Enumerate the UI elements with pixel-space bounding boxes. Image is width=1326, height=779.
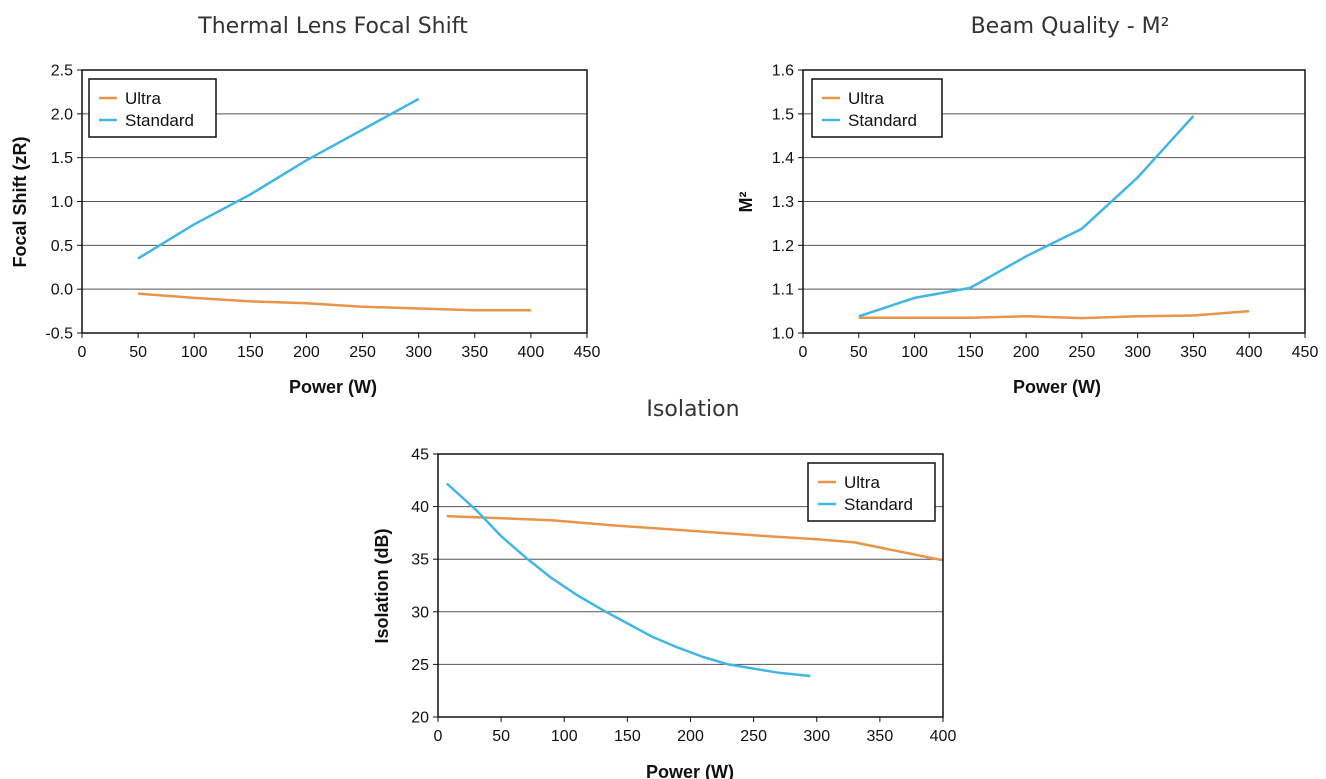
y-axis-label: Isolation (dB) — [372, 529, 392, 644]
x-tick-label: 350 — [1180, 344, 1207, 361]
x-tick-label: 150 — [237, 344, 264, 361]
plot-frame — [81, 69, 588, 334]
x-tick-label: 450 — [1292, 344, 1319, 361]
series-line-standard — [137, 97, 420, 260]
y-axis-label: Focal Shift (zR) — [10, 137, 30, 268]
x-tick-label: 300 — [1124, 344, 1151, 361]
x-tick-label: 400 — [518, 344, 545, 361]
chart-3: Isolation 20 25 30 35 40 45 0 50 100 150 200 250 300 3… — [372, 397, 956, 779]
plot-frame — [802, 69, 1306, 334]
x-tick-label: 150 — [614, 728, 641, 745]
chart-2: Beam Quality - M² 1.0 1.1 1.2 1.3 1.4 1.5 1.6 0 5… — [736, 14, 1318, 397]
legend: Ultra Standard — [88, 78, 217, 138]
x-tick-label: 0 — [434, 728, 443, 745]
y-tick-label: -0.5 — [45, 326, 73, 343]
series-line-ultra — [446, 514, 944, 562]
x-tick-label: 150 — [957, 344, 984, 361]
y-tick-label: 2.0 — [51, 106, 73, 123]
y-tick-label: 1.5 — [772, 106, 794, 123]
y-tick-label: 1.5 — [51, 150, 73, 167]
chart-title: Beam Quality - M² — [971, 14, 1170, 39]
x-tick-label: 100 — [901, 344, 928, 361]
series-line-ultra — [858, 309, 1250, 320]
y-tick-label: 0.0 — [51, 282, 73, 299]
y-tick-label: 2.5 — [51, 63, 73, 80]
legend-box — [88, 78, 217, 138]
legend-box — [811, 78, 943, 138]
x-axis-label: Power (W) — [289, 377, 377, 397]
y-tick-label: 30 — [411, 604, 429, 621]
x-tick-label: 400 — [930, 728, 957, 745]
chart-1: Thermal Lens Focal Shift -0.5 0.0 0.5 1.0 1.5… — [10, 14, 600, 397]
series-line-standard — [445, 482, 811, 678]
chart-title: Thermal Lens Focal Shift — [197, 14, 468, 39]
y-tick-label: 1.4 — [772, 150, 794, 167]
x-tick-label: 100 — [551, 728, 578, 745]
legend-label-standard: Standard — [125, 111, 194, 130]
legend-label-ultra: Ultra — [844, 473, 880, 492]
x-axis-label: Power (W) — [1013, 377, 1101, 397]
x-tick-label: 350 — [461, 344, 488, 361]
legend: Ultra Standard — [811, 78, 943, 138]
legend-label-ultra: Ultra — [125, 89, 161, 108]
x-tick-label: 0 — [78, 344, 87, 361]
legend-label-standard: Standard — [848, 111, 917, 130]
y-tick-label: 1.3 — [772, 194, 794, 211]
series-line-ultra — [138, 292, 531, 312]
x-tick-label: 200 — [293, 344, 320, 361]
x-tick-label: 200 — [1013, 344, 1040, 361]
y-tick-label: 1.1 — [772, 282, 794, 299]
x-tick-label: 50 — [850, 344, 868, 361]
legend: Ultra Standard — [807, 462, 936, 522]
x-tick-label: 0 — [799, 344, 808, 361]
legend-label-ultra: Ultra — [848, 89, 884, 108]
x-axis-label: Power (W) — [646, 762, 734, 779]
y-tick-label: 20 — [411, 710, 429, 727]
legend-box — [807, 462, 936, 522]
y-tick-label: 1.2 — [772, 238, 794, 255]
plot-frame — [437, 453, 944, 718]
x-tick-label: 300 — [405, 344, 432, 361]
x-tick-label: 50 — [492, 728, 510, 745]
x-tick-label: 350 — [867, 728, 894, 745]
x-tick-label: 400 — [1236, 344, 1263, 361]
x-tick-label: 200 — [677, 728, 704, 745]
x-tick-label: 250 — [1069, 344, 1096, 361]
chart-title: Isolation — [646, 397, 739, 422]
x-tick-label: 300 — [803, 728, 830, 745]
legend-label-standard: Standard — [844, 495, 913, 514]
y-tick-label: 25 — [411, 657, 429, 674]
y-tick-label: 40 — [411, 499, 429, 516]
x-tick-label: 50 — [129, 344, 147, 361]
y-tick-label: 1.0 — [772, 326, 794, 343]
y-tick-label: 1.0 — [51, 194, 73, 211]
y-tick-label: 45 — [411, 447, 429, 464]
y-tick-label: 0.5 — [51, 238, 73, 255]
x-tick-label: 100 — [181, 344, 208, 361]
y-axis-label: M² — [736, 192, 756, 213]
y-tick-label: 35 — [411, 552, 429, 569]
y-tick-label: 1.6 — [772, 63, 794, 80]
x-tick-label: 250 — [349, 344, 376, 361]
x-tick-label: 250 — [740, 728, 767, 745]
series-line-standard — [858, 115, 1195, 318]
x-tick-label: 450 — [574, 344, 601, 361]
